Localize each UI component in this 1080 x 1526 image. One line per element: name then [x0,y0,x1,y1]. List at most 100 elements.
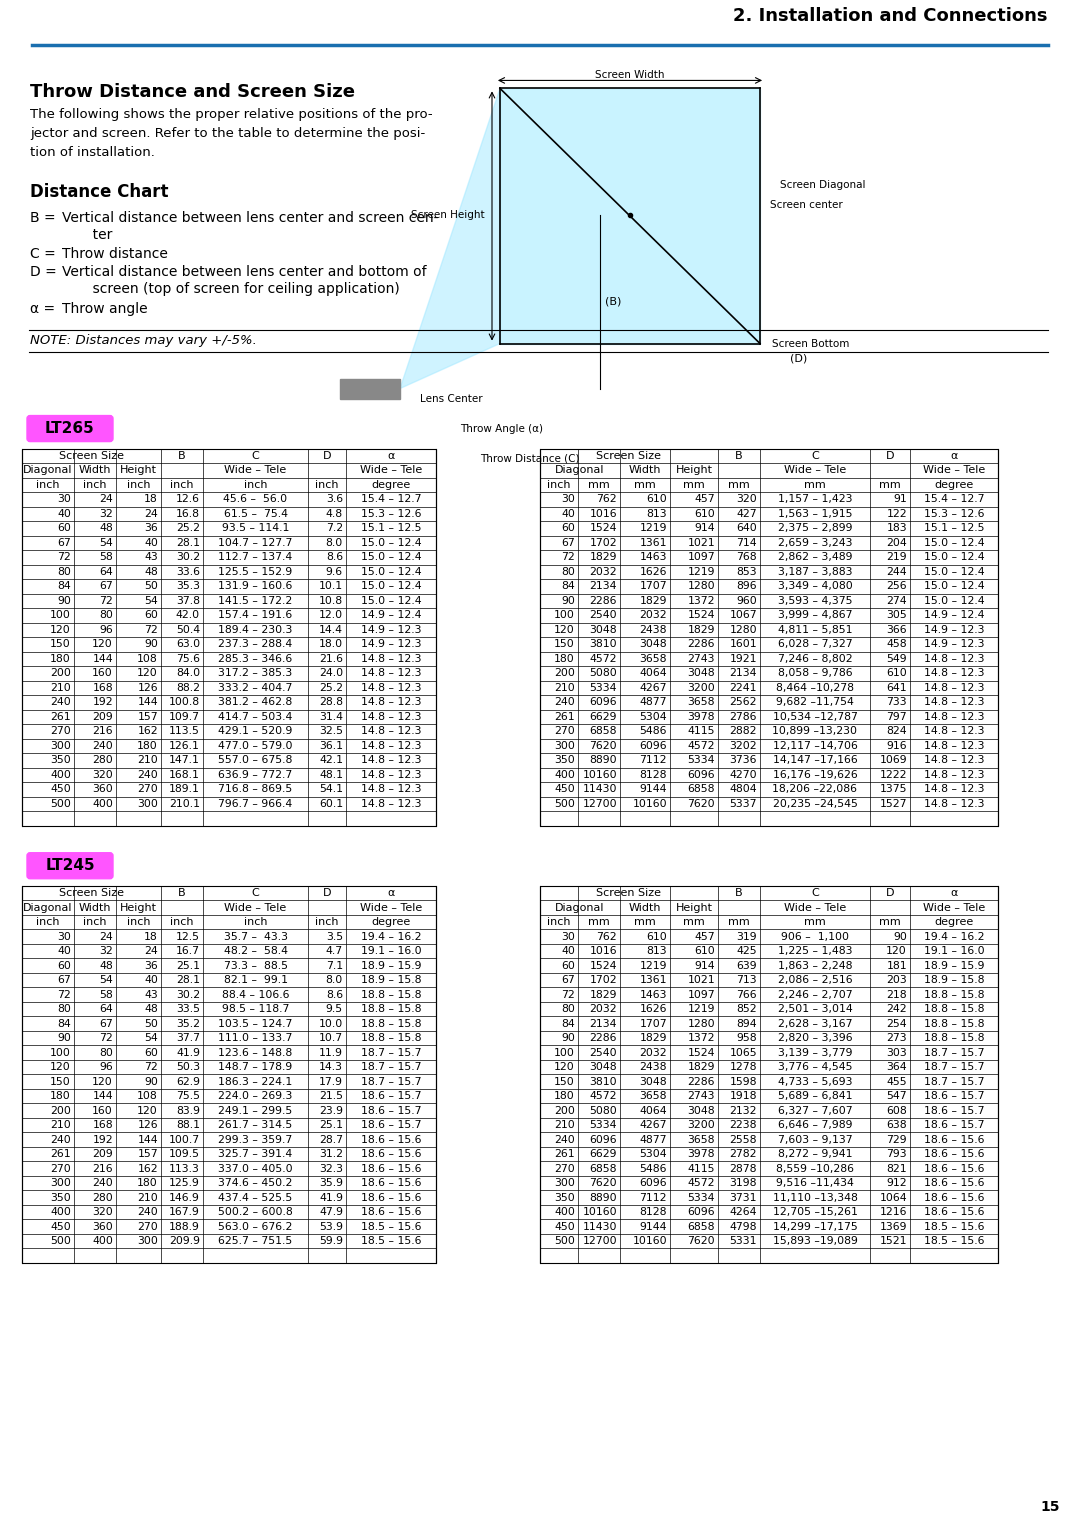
Text: 54: 54 [99,537,113,548]
Text: 120: 120 [554,624,575,635]
Text: 1097: 1097 [687,552,715,563]
Text: 35.7 –  43.3: 35.7 – 43.3 [224,931,287,942]
Text: 1361: 1361 [639,537,667,548]
Text: 96: 96 [99,1062,113,1073]
Text: 2,628 – 3,167: 2,628 – 3,167 [778,1018,852,1029]
Text: Wide – Tele: Wide – Tele [784,465,846,475]
Text: 853: 853 [737,566,757,577]
Text: 6096: 6096 [687,1207,715,1218]
Text: 563.0 – 676.2: 563.0 – 676.2 [218,1222,293,1231]
Text: 200: 200 [50,668,71,679]
Text: 30: 30 [57,931,71,942]
Text: 111.0 – 133.7: 111.0 – 133.7 [218,1033,293,1044]
Text: 180: 180 [554,1091,575,1102]
Text: 18.8 – 15.8: 18.8 – 15.8 [361,989,421,1000]
Text: 2878: 2878 [729,1164,757,1173]
Text: 14.8 – 12.3: 14.8 – 12.3 [361,697,421,708]
Text: Width: Width [79,465,111,475]
Text: 10.7: 10.7 [319,1033,343,1044]
Text: 20,235 –24,545: 20,235 –24,545 [772,800,858,809]
Text: 144: 144 [93,655,113,664]
Text: mm: mm [684,479,705,490]
Text: 180: 180 [51,1091,71,1102]
Text: 18.8 – 15.8: 18.8 – 15.8 [361,1004,421,1015]
Text: Screen Size: Screen Size [59,450,124,461]
Text: 146.9: 146.9 [170,1193,200,1202]
Text: 14.4: 14.4 [319,624,343,635]
Text: 14.8 – 12.3: 14.8 – 12.3 [923,668,984,679]
Text: 64: 64 [99,566,113,577]
Text: 35.3: 35.3 [176,581,200,592]
Text: 14.8 – 12.3: 14.8 – 12.3 [923,726,984,737]
Text: 1463: 1463 [639,552,667,563]
Text: 2540: 2540 [590,1047,617,1058]
Text: 100: 100 [50,610,71,621]
Text: 15.3 – 12.6: 15.3 – 12.6 [361,508,421,519]
Text: 547: 547 [887,1091,907,1102]
Text: 8.6: 8.6 [326,552,343,563]
Text: 21.5: 21.5 [319,1091,343,1102]
Text: 8,272 – 9,941: 8,272 – 9,941 [778,1149,852,1160]
Text: 8128: 8128 [639,1207,667,1218]
Text: 6,327 – 7,607: 6,327 – 7,607 [778,1105,852,1116]
Text: Distance Chart: Distance Chart [30,183,168,201]
Text: 18.6 – 15.6: 18.6 – 15.6 [923,1207,984,1218]
Text: 144: 144 [137,697,158,708]
Text: 18.5 – 15.6: 18.5 – 15.6 [361,1236,421,1247]
Text: 35.9: 35.9 [319,1178,343,1189]
Text: 3658: 3658 [688,1135,715,1144]
Text: 1702: 1702 [590,975,617,984]
Text: Throw Distance and Screen Size: Throw Distance and Screen Size [30,84,355,101]
Text: 10160: 10160 [633,1236,667,1247]
Text: 219: 219 [887,552,907,563]
Text: 15.0 – 12.4: 15.0 – 12.4 [923,552,984,563]
Text: 209.9: 209.9 [168,1236,200,1247]
Text: 240: 240 [554,1135,575,1144]
Text: The following shows the proper relative positions of the pro-
jector and screen.: The following shows the proper relative … [30,108,433,159]
Text: 18.9 – 15.8: 18.9 – 15.8 [361,975,421,984]
Text: mm: mm [728,479,750,490]
Text: 180: 180 [51,655,71,664]
Text: 1524: 1524 [590,523,617,534]
Text: 610: 610 [694,946,715,955]
Text: 11430: 11430 [582,1222,617,1231]
Text: 713: 713 [737,975,757,984]
Text: Height: Height [120,465,157,475]
Text: 150: 150 [51,639,71,650]
Text: 3048: 3048 [590,624,617,635]
Text: 3,139 – 3,779: 3,139 – 3,779 [778,1047,852,1058]
Text: 4798: 4798 [729,1222,757,1231]
Text: 180: 180 [554,655,575,664]
Text: 18.7 – 15.7: 18.7 – 15.7 [923,1047,984,1058]
Text: 625.7 – 751.5: 625.7 – 751.5 [218,1236,293,1247]
Text: 1216: 1216 [879,1207,907,1218]
Text: 716.8 – 869.5: 716.8 – 869.5 [218,784,293,795]
Text: 2032: 2032 [590,566,617,577]
Text: 192: 192 [93,1135,113,1144]
Text: 896: 896 [737,581,757,592]
Text: 2032: 2032 [639,610,667,621]
Text: 125.9: 125.9 [170,1178,200,1189]
Text: 852: 852 [737,1004,757,1015]
Text: 24: 24 [145,508,158,519]
Text: 2286: 2286 [688,1076,715,1087]
Text: 11.9: 11.9 [319,1047,343,1058]
Text: 457: 457 [694,494,715,504]
Text: 15.4 – 12.7: 15.4 – 12.7 [923,494,984,504]
Text: 160: 160 [92,1105,113,1116]
Text: 180: 180 [137,1178,158,1189]
Text: 299.3 – 359.7: 299.3 – 359.7 [218,1135,293,1144]
Text: 2558: 2558 [729,1135,757,1144]
Text: 144: 144 [93,1091,113,1102]
Text: 84: 84 [57,1018,71,1029]
Text: 7620: 7620 [687,1236,715,1247]
Text: 4572: 4572 [590,655,617,664]
Text: 14.9 – 12.4: 14.9 – 12.4 [923,610,984,621]
Text: 1372: 1372 [688,1033,715,1044]
Text: 36: 36 [145,960,158,971]
Text: 1280: 1280 [729,624,757,635]
Text: 147.1: 147.1 [170,755,200,766]
Text: 18.6 – 15.7: 18.6 – 15.7 [923,1120,984,1131]
Text: 4115: 4115 [688,1164,715,1173]
Text: 67: 67 [57,537,71,548]
